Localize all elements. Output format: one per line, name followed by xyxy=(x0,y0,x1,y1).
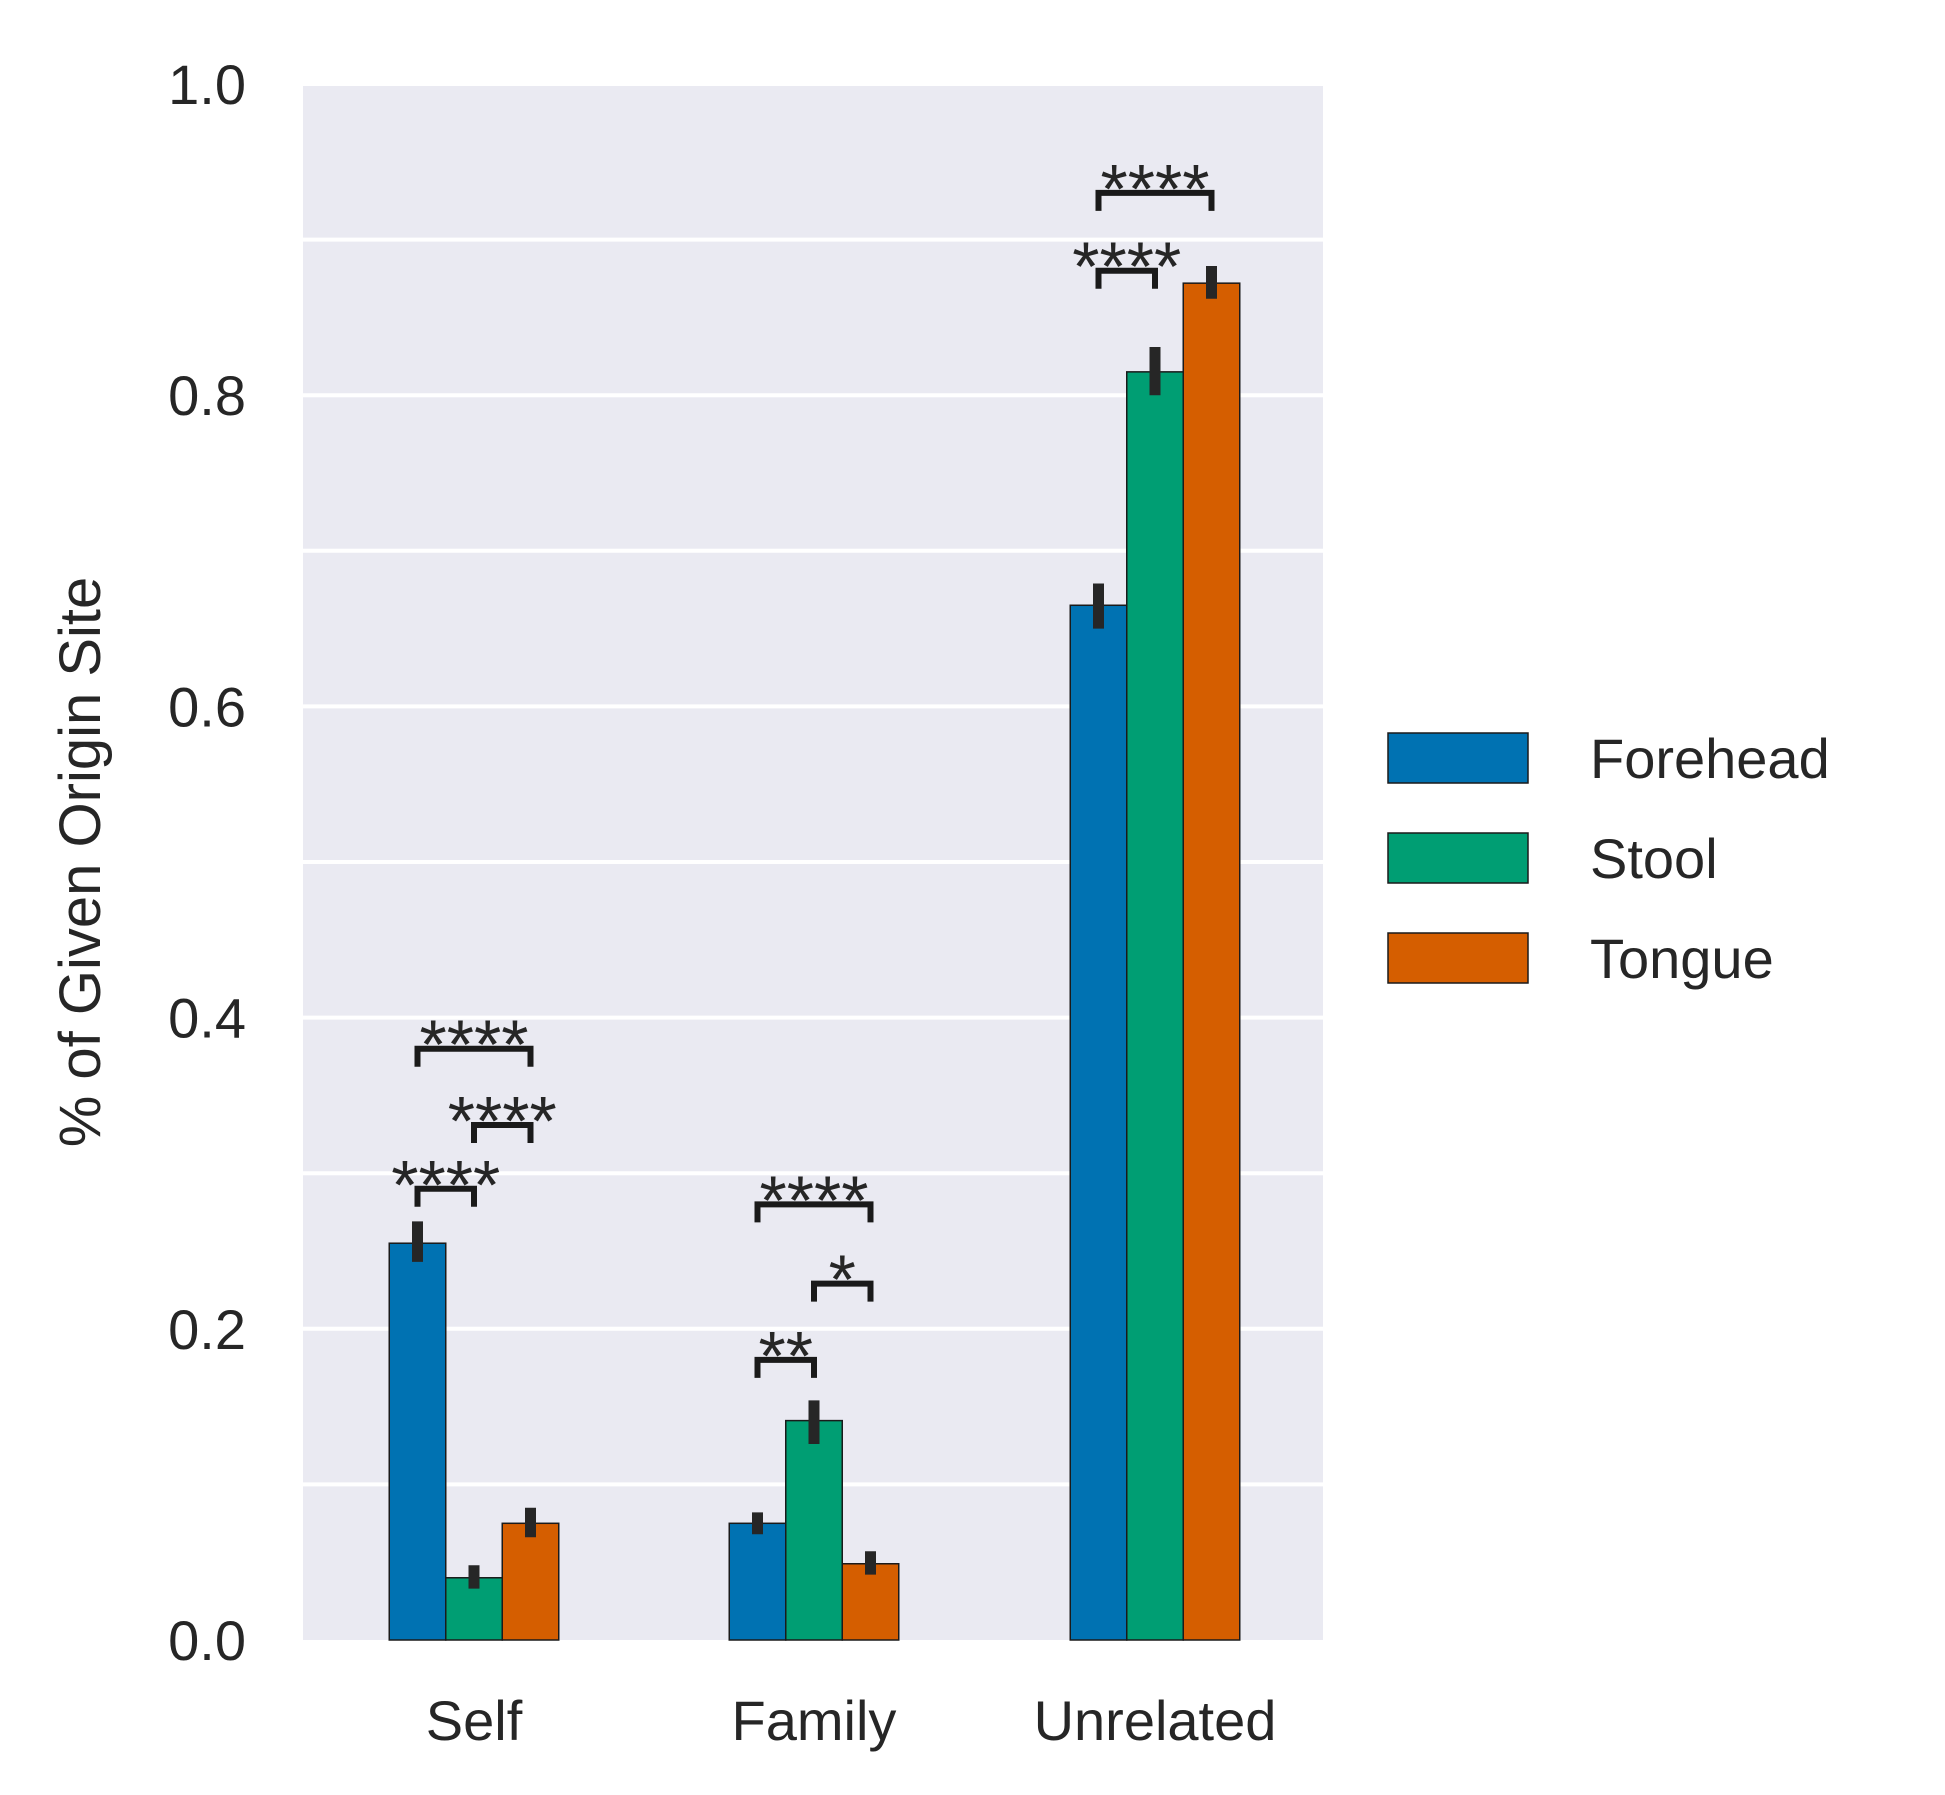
legend-label: Tongue xyxy=(1590,927,1774,990)
y-tick-label: 0.4 xyxy=(168,987,246,1050)
y-tick-label: 0.2 xyxy=(168,1298,246,1361)
significance-bracket xyxy=(754,1201,874,1223)
significance-label: **** xyxy=(1101,150,1210,228)
y-axis-label: % of Given Origin Site xyxy=(48,577,113,1148)
significance-label: **** xyxy=(420,1006,529,1084)
significance-label: * xyxy=(829,1241,856,1319)
significance-bracket xyxy=(471,1121,534,1143)
y-tick-label: 0.8 xyxy=(168,364,246,427)
legend-label: Stool xyxy=(1590,827,1718,890)
significance-label: **** xyxy=(760,1161,869,1239)
bar-stool xyxy=(1126,371,1184,1641)
error-bars xyxy=(412,266,1217,1589)
significance-bracket xyxy=(414,1185,477,1207)
y-tick-label: 0.6 xyxy=(168,675,246,738)
significance-bracket xyxy=(754,1356,817,1378)
legend: Forehead Stool Tongue xyxy=(1387,727,1830,990)
significance-label: **** xyxy=(391,1146,500,1224)
x-tick-label: Self xyxy=(426,1689,523,1752)
x-tick-labels: Self Family Unrelated xyxy=(426,1689,1277,1752)
bar-forehead xyxy=(388,1242,447,1641)
bars xyxy=(388,282,1241,1641)
y-tick-label: 0.0 xyxy=(168,1609,246,1672)
significance-bracket xyxy=(1095,189,1215,211)
bar-forehead xyxy=(1069,604,1128,1641)
significance-bracket xyxy=(811,1280,874,1302)
bar-forehead xyxy=(728,1522,787,1641)
legend-swatch-forehead xyxy=(1387,732,1529,784)
bar-tongue xyxy=(841,1563,900,1641)
significance-label: ** xyxy=(759,1317,813,1395)
significance-bracket xyxy=(414,1045,534,1067)
legend-label: Forehead xyxy=(1590,727,1830,790)
significance-annotations: *************************** xyxy=(391,150,1215,1395)
significance-label: **** xyxy=(448,1082,557,1160)
y-tick-label: 1.0 xyxy=(168,53,246,116)
significance-label: **** xyxy=(1072,228,1181,306)
legend-swatch-tongue xyxy=(1387,932,1529,984)
x-tick-label: Family xyxy=(732,1689,897,1752)
significance-bracket xyxy=(1095,267,1158,289)
y-tick-labels: 0.0 0.2 0.4 0.6 0.8 1.0 xyxy=(168,53,246,1672)
bar-stool xyxy=(785,1419,843,1641)
bar-tongue xyxy=(501,1522,560,1641)
legend-swatch-stool xyxy=(1387,832,1529,884)
bar-tongue xyxy=(1182,282,1241,1641)
x-tick-label: Unrelated xyxy=(1034,1689,1277,1752)
